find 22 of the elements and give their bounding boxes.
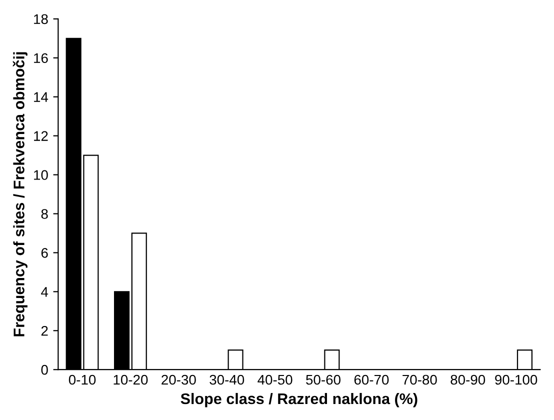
y-tick-label: 18	[34, 14, 48, 24]
y-tick-label: 8	[41, 209, 48, 219]
x-tick-label: 20-30	[162, 374, 196, 385]
x-tick-label: 0-10	[68, 374, 96, 385]
x-tick-label: 60-70	[354, 374, 389, 385]
y-tick-label: 4	[41, 287, 48, 297]
x-tick-label: 50-60	[306, 374, 340, 385]
y-axis-title: Frequency of sites / Frekvenca območij	[12, 52, 28, 336]
y-tick-label: 0	[41, 364, 48, 375]
x-axis-title: Slope class / Razred naklona (%)	[180, 392, 418, 408]
x-tick-label: 90-100	[495, 374, 538, 385]
x-tick-label: 70-80	[402, 374, 437, 385]
y-tick-label: 14	[34, 92, 48, 102]
y-tick-label: 2	[41, 326, 48, 336]
x-tick-label: 80-90	[450, 374, 486, 385]
y-tick-label: 16	[34, 53, 48, 64]
x-tick-label: 10-20	[114, 374, 148, 385]
x-tick-label: 30-40	[210, 374, 244, 385]
y-tick-label: 6	[41, 248, 48, 258]
x-tick-label: 40-50	[258, 374, 292, 385]
y-tick-label: 10	[34, 170, 48, 180]
y-tick-label: 12	[34, 131, 48, 141]
